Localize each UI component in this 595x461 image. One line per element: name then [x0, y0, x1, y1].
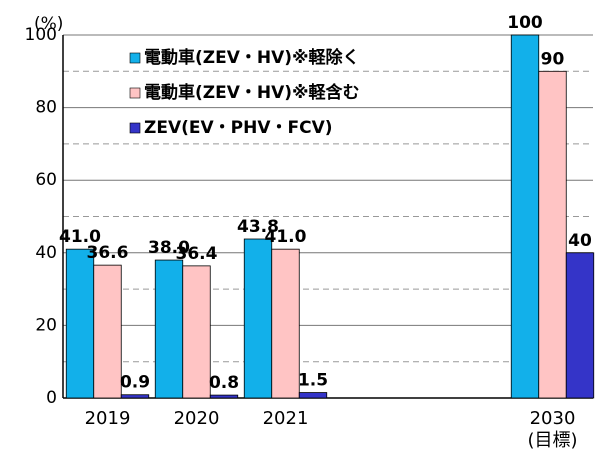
data-label: 36.6	[87, 243, 129, 263]
data-label: 0.8	[209, 373, 239, 393]
x-tick-label: 2020	[173, 408, 220, 429]
bar	[209, 394, 239, 399]
data-label: 0.9	[120, 373, 150, 393]
bar	[538, 70, 567, 399]
data-label: 90	[541, 49, 565, 69]
x-tick-label: 2030 (目標)	[527, 408, 578, 451]
legend-swatch	[129, 52, 141, 64]
x-tick-label: 2021	[262, 408, 309, 429]
legend-label: 電動車(ZEV・HV)※軽含む	[144, 82, 360, 103]
bar	[93, 264, 122, 399]
data-label: 40	[568, 231, 592, 251]
y-tick-label: 100	[25, 25, 57, 45]
legend-swatch	[129, 122, 141, 134]
y-axis-label: (%)	[34, 14, 63, 34]
data-label: 36.4	[176, 244, 218, 264]
y-tick-label: 20	[35, 315, 57, 335]
y-tick-label: 0	[46, 388, 57, 408]
bar	[565, 252, 595, 399]
data-label: 41.0	[265, 227, 307, 247]
legend-swatch	[129, 87, 141, 99]
data-label: 38.0	[148, 238, 190, 258]
y-tick-label: 80	[35, 98, 57, 118]
x-tick-label: 2019	[84, 408, 131, 429]
legend-label: ZEV(EV・PHV・FCV)	[144, 118, 333, 138]
y-tick-label: 40	[35, 243, 57, 263]
bar	[298, 392, 328, 399]
y-tick-label: 60	[35, 170, 57, 190]
bar	[65, 248, 95, 399]
data-label: 1.5	[298, 371, 328, 391]
data-label: 43.8	[237, 217, 279, 237]
bar	[271, 248, 300, 399]
bar	[120, 394, 150, 399]
bar	[510, 34, 540, 399]
bar	[182, 265, 211, 399]
bar	[243, 238, 273, 399]
legend-label: 電動車(ZEV・HV)※軽除く	[144, 47, 360, 68]
data-label: 41.0	[59, 227, 101, 247]
bar	[154, 259, 184, 399]
data-label: 100	[507, 13, 543, 33]
